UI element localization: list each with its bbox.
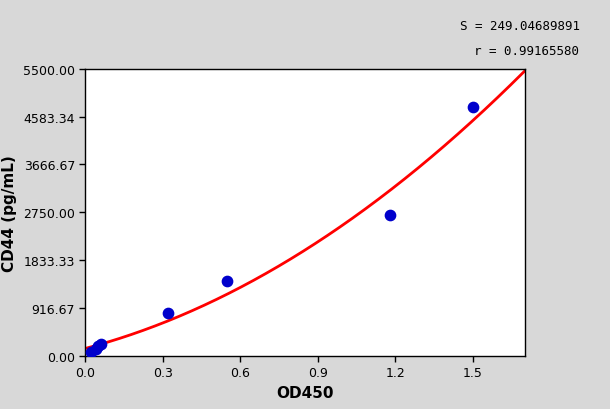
Point: [223, 278, 232, 285]
Text: r = 0.99165580: r = 0.99165580: [475, 45, 580, 58]
Point: [93, 343, 103, 350]
Point: [468, 105, 478, 111]
Point: [85, 348, 95, 355]
Point: [96, 341, 106, 348]
Point: [163, 310, 173, 317]
Point: [91, 346, 101, 352]
Point: [386, 212, 395, 218]
X-axis label: OD450: OD450: [276, 385, 334, 400]
Y-axis label: CD44 (pg/mL): CD44 (pg/mL): [2, 155, 18, 271]
Text: S = 249.04689891: S = 249.04689891: [459, 20, 580, 34]
